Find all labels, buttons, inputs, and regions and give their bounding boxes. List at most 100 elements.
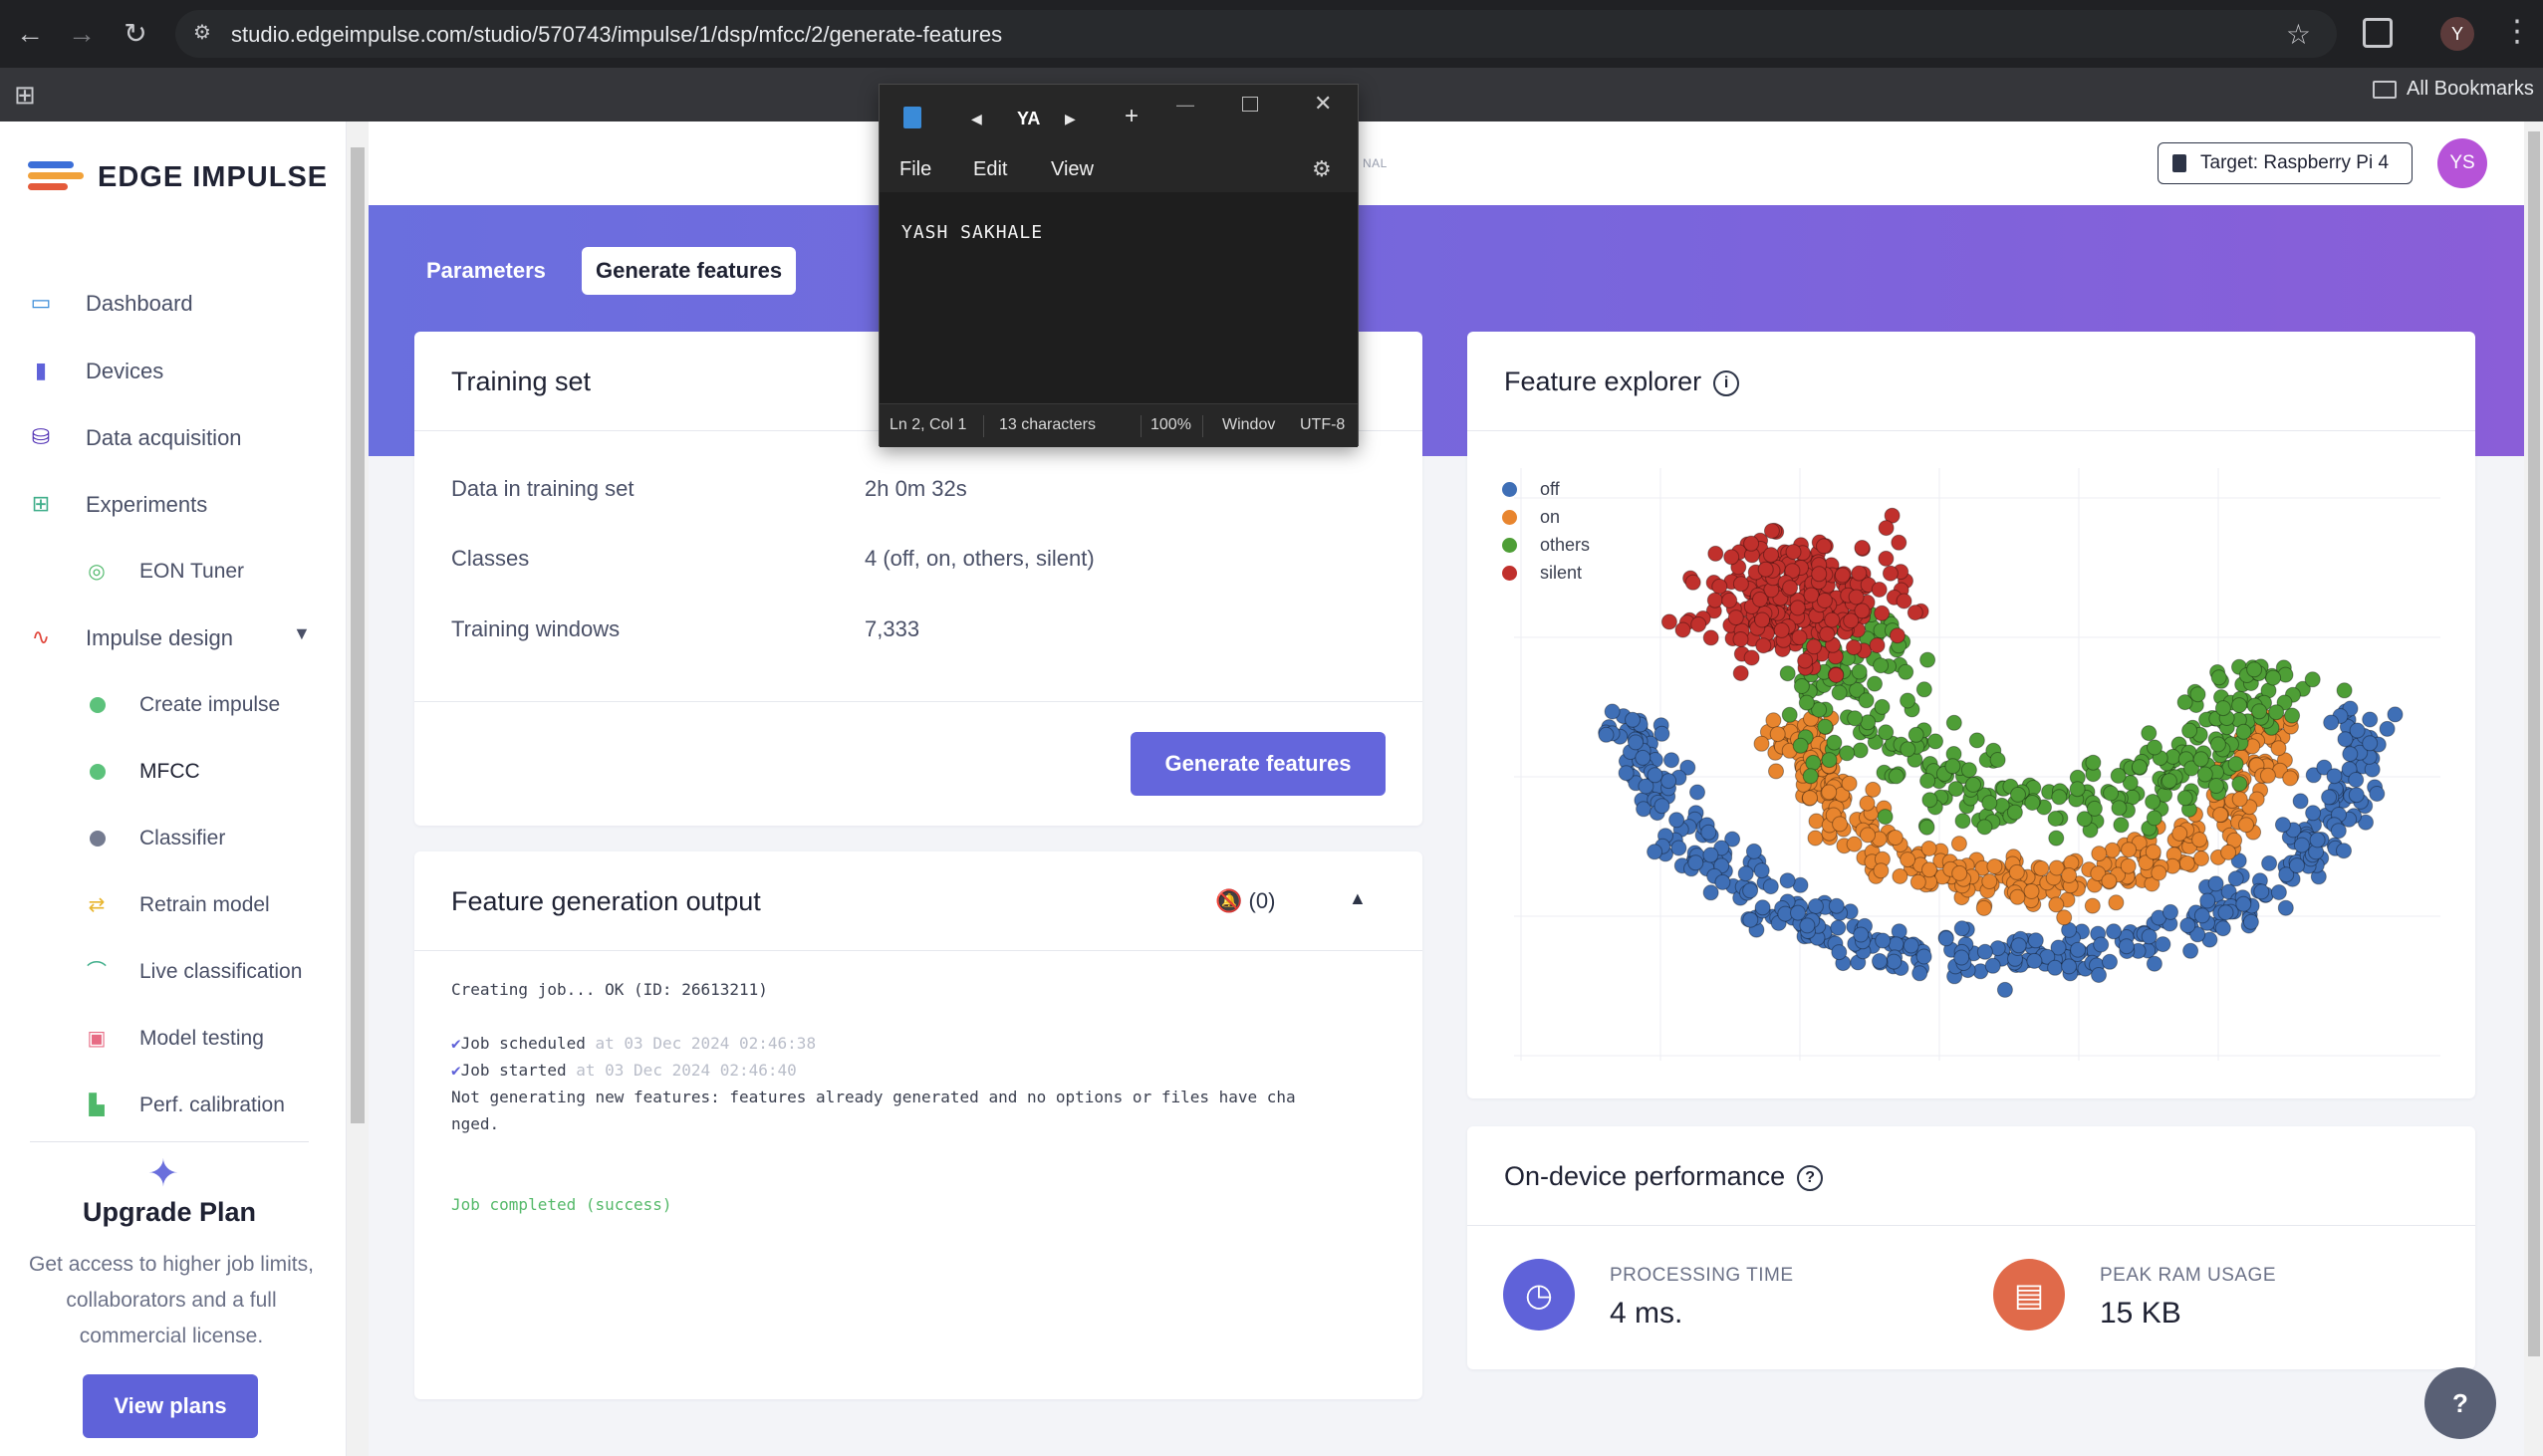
- collapse-caret-icon[interactable]: ▲: [1349, 888, 1367, 908]
- scatter-point-off: [2235, 895, 2252, 912]
- tab-generate-features[interactable]: Generate features: [582, 247, 797, 295]
- log-text: Job scheduled: [460, 1034, 586, 1053]
- scatter-point-off: [1714, 873, 1731, 890]
- scatter-point-others: [1817, 718, 1834, 735]
- scatter-point-off: [2362, 735, 2379, 752]
- scatter-point-silent: [1824, 611, 1841, 628]
- logo-icon: [28, 161, 84, 199]
- scatter-point-others: [2231, 776, 2248, 792]
- notepad-window[interactable]: ◀ YA ▶ + — ✕ File Edit View ⚙ YASH SAKHA…: [879, 84, 1359, 447]
- log-text: Job started: [460, 1061, 567, 1080]
- scatter-point-on: [2151, 864, 2167, 881]
- scatter-point-off: [1689, 784, 1705, 801]
- card-divider: [1467, 1225, 2475, 1226]
- scatter-point-off: [1618, 765, 1635, 782]
- notepad-editor[interactable]: [880, 192, 1358, 403]
- apps-grid-icon[interactable]: ⊞: [14, 80, 36, 110]
- card-divider: [1467, 430, 2475, 431]
- scatter-point-silent: [1723, 549, 1740, 566]
- scatter-point-others: [2103, 785, 2120, 802]
- scatter-point-others: [1821, 752, 1838, 769]
- notification-toggle[interactable]: 🔕 (0): [1215, 888, 1275, 914]
- generate-features-button[interactable]: Generate features: [1131, 732, 1386, 796]
- scatter-point-others: [2024, 795, 2041, 811]
- scatter-point-off: [1828, 897, 1845, 914]
- scatter-point-off: [1660, 773, 1677, 790]
- scatter-point-off: [2050, 939, 2067, 956]
- help-icon[interactable]: ?: [1797, 1164, 1824, 1191]
- feature-explorer-header: Feature explorer i: [1504, 366, 1740, 397]
- notepad-titlebar[interactable]: ◀ YA ▶ + — ✕: [880, 85, 1358, 144]
- scatter-point-off: [2305, 767, 2322, 784]
- scatter-point-silent: [1878, 550, 1895, 567]
- page-scroll-thumb[interactable]: [2528, 131, 2540, 1356]
- back-icon[interactable]: ←: [16, 18, 44, 49]
- extensions-icon[interactable]: [2363, 18, 2393, 48]
- sidebar-scroll-thumb[interactable]: [351, 147, 365, 1123]
- feature-scatter-plot[interactable]: [1474, 458, 2470, 1086]
- profile-avatar[interactable]: Y: [2440, 17, 2474, 51]
- info-icon[interactable]: i: [1713, 369, 1740, 396]
- menu-edit[interactable]: Edit: [973, 158, 1008, 180]
- compass-icon: ◎: [88, 561, 106, 583]
- menu-view[interactable]: View: [1051, 158, 1094, 180]
- target-device-button[interactable]: Target: Raspberry Pi 4: [2158, 142, 2413, 184]
- forward-icon[interactable]: →: [68, 18, 96, 49]
- tab-parameters[interactable]: Parameters: [426, 258, 546, 283]
- scatter-point-others: [2210, 669, 2227, 686]
- scatter-point-on: [2191, 832, 2208, 849]
- scatter-point-on: [2138, 854, 2155, 871]
- scatter-point-off: [2207, 875, 2224, 892]
- notepad-tab[interactable]: YA: [1017, 109, 1041, 128]
- view-plans-button[interactable]: View plans: [83, 1374, 258, 1438]
- settings-gear-icon[interactable]: ⚙: [1312, 156, 1332, 181]
- scatter-point-silent: [1706, 592, 1723, 608]
- new-tab-icon[interactable]: +: [1125, 103, 1140, 129]
- scatter-point-silent: [1752, 591, 1768, 607]
- scatter-point-off: [2182, 942, 2199, 959]
- scatter-point-silent: [1782, 580, 1799, 597]
- notepad-text[interactable]: YASH SAKHALE: [901, 222, 1044, 243]
- scatter-point-off: [1647, 767, 1663, 784]
- legend-swatch: [1502, 538, 1517, 553]
- user-avatar[interactable]: YS: [2437, 138, 2487, 188]
- scatter-point-on: [2121, 842, 2138, 858]
- scatter-point-others: [1888, 768, 1905, 785]
- scatter-point-silent: [1785, 544, 1802, 561]
- all-bookmarks[interactable]: All Bookmarks: [2373, 78, 2534, 101]
- site-settings-icon[interactable]: ⚙: [193, 22, 211, 44]
- scatter-point-others: [1849, 681, 1866, 698]
- scatter-point-off: [2348, 772, 2365, 788]
- tab-scroll-left-icon[interactable]: ◀: [971, 111, 982, 126]
- check-icon: ✔: [451, 1061, 461, 1080]
- scatter-point-silent: [1732, 576, 1749, 593]
- scatter-point-off: [1807, 898, 1824, 914]
- scatter-point-others: [2209, 736, 2226, 753]
- scatter-point-others: [2111, 800, 2128, 817]
- status-dot-icon: [90, 697, 106, 713]
- bookmark-star-icon[interactable]: ☆: [2285, 19, 2311, 50]
- scatter-point-off: [2337, 731, 2354, 748]
- maximize-icon[interactable]: [1242, 97, 1258, 112]
- legend-label: others: [1540, 535, 1591, 555]
- scatter-point-on: [2270, 740, 2287, 757]
- help-button[interactable]: ?: [2424, 1367, 2496, 1439]
- minimize-icon[interactable]: —: [1176, 95, 1194, 115]
- scatter-point-off: [1915, 948, 1932, 965]
- scatter-point-silent: [1743, 535, 1760, 552]
- chevron-down-icon[interactable]: ▼: [293, 623, 311, 643]
- log-timestamp: at 03 Dec 2024 02:46:40: [576, 1061, 797, 1080]
- close-icon[interactable]: ✕: [1314, 91, 1333, 116]
- scatter-point-others: [1907, 726, 1924, 743]
- reload-icon[interactable]: ↻: [124, 18, 147, 49]
- address-bar[interactable]: ⚙ studio.edgeimpulse.com/studio/570743/i…: [175, 10, 2337, 58]
- scatter-point-off: [1702, 847, 1719, 863]
- pulse-icon: ∿: [31, 624, 51, 649]
- browser-menu-icon[interactable]: ⋮: [2502, 15, 2532, 48]
- tab-scroll-right-icon[interactable]: ▶: [1065, 111, 1076, 126]
- menu-file[interactable]: File: [899, 158, 932, 180]
- scatter-point-off: [2242, 913, 2259, 930]
- scatter-point-off: [1679, 759, 1696, 776]
- scatter-point-silent: [1763, 547, 1779, 564]
- scatter-point-others: [2010, 786, 2026, 803]
